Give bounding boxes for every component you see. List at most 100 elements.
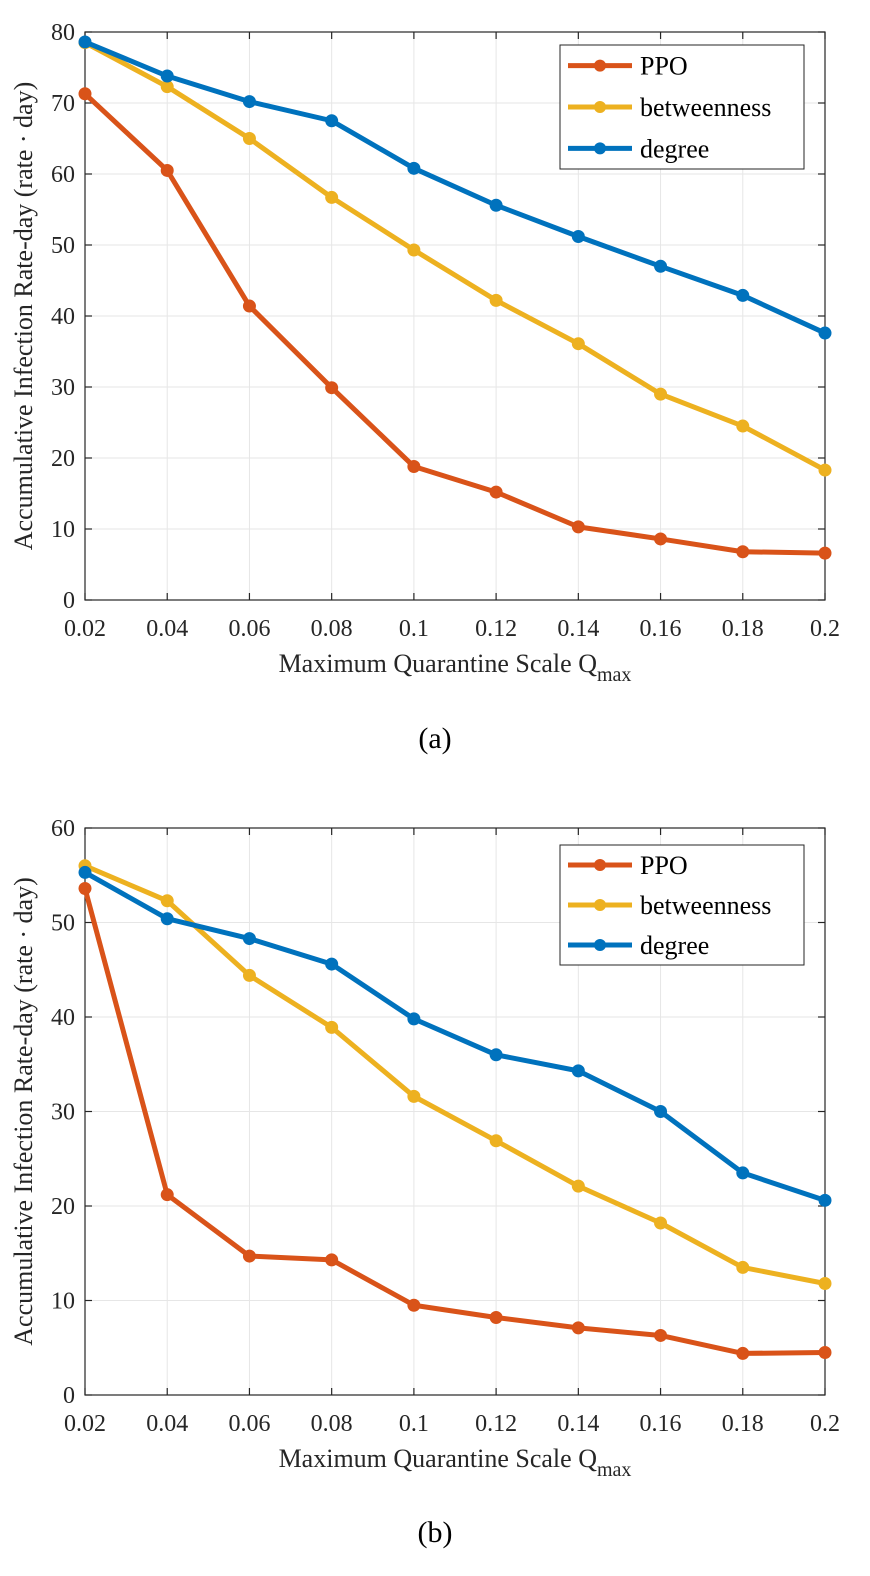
data-point-PPO	[325, 381, 339, 395]
legend-label-betweenness: betweenness	[640, 891, 771, 920]
y-tick-label: 50	[51, 233, 75, 259]
data-point-degree	[78, 865, 92, 879]
figure-caption: (a)	[418, 722, 451, 755]
x-tick-label: 0.06	[228, 616, 270, 642]
data-point-degree	[160, 69, 174, 83]
chart-b: 0.02 0.04 0.06 0.08 0.1 0.12 0.14 0.16 0.18 0.2 0 1…	[9, 816, 840, 1549]
x-axis-label-subscript: max	[597, 1459, 631, 1481]
data-point-betweenness	[407, 243, 421, 257]
series-PPO	[78, 87, 832, 560]
series-degree	[78, 35, 832, 340]
legend: PPO betweenness degree	[559, 44, 805, 170]
y-tick-label: 0	[63, 1383, 75, 1409]
data-point-betweenness	[407, 1089, 421, 1103]
data-point-PPO	[736, 545, 750, 559]
series-line-betweenness	[82, 40, 828, 473]
x-tick-label: 0.08	[311, 1411, 353, 1437]
data-point-degree	[571, 229, 585, 243]
data-point-PPO	[78, 87, 92, 101]
data-point-PPO	[571, 1321, 585, 1335]
series-line-betweenness	[82, 863, 828, 1286]
x-tick-label: 0.16	[640, 1411, 682, 1437]
x-axis-label-main: Maximum Quarantine Scale Q	[279, 1444, 598, 1473]
data-point-PPO	[818, 1345, 832, 1359]
series-line-degree	[82, 869, 828, 1203]
x-tick-label: 0.2	[810, 1411, 840, 1437]
y-tick-label: 60	[51, 162, 75, 188]
data-point-PPO	[571, 520, 585, 534]
tick-marks	[84, 31, 826, 601]
legend-label-betweenness: betweenness	[640, 93, 771, 122]
legend-marker-PPO	[594, 59, 606, 72]
data-point-degree	[242, 932, 256, 946]
tick-marks	[84, 827, 826, 1396]
series-PPO	[78, 881, 832, 1360]
data-point-PPO	[160, 163, 174, 177]
data-point-betweenness	[654, 387, 668, 401]
x-tick-label: 0.06	[228, 1411, 270, 1437]
data-point-degree	[325, 957, 339, 971]
x-tick-label: 0.2	[810, 616, 840, 642]
data-point-betweenness	[489, 293, 503, 307]
data-point-degree	[571, 1064, 585, 1078]
series-degree	[78, 865, 832, 1207]
data-point-betweenness	[489, 1134, 503, 1148]
data-point-degree	[78, 35, 92, 49]
data-point-degree	[489, 1048, 503, 1062]
x-tick-label: 0.18	[722, 616, 764, 642]
data-point-PPO	[654, 532, 668, 546]
legend-marker-betweenness	[594, 101, 606, 113]
series-line-degree	[82, 39, 828, 336]
x-tick-label: 0.12	[475, 616, 517, 642]
x-axis-label-main: Maximum Quarantine Scale Q	[279, 649, 598, 678]
y-tick-label: 40	[51, 304, 75, 330]
data-point-betweenness	[242, 132, 256, 145]
y-tick-label: 50	[51, 911, 75, 937]
data-point-PPO	[407, 1298, 421, 1312]
data-point-degree	[407, 161, 421, 175]
y-tick-label: 30	[51, 1100, 75, 1126]
data-point-betweenness	[242, 968, 256, 982]
data-point-PPO	[242, 1249, 256, 1263]
y-tick-label: 30	[51, 375, 75, 401]
data-point-PPO	[489, 1311, 503, 1325]
x-tick-label: 0.04	[146, 1411, 188, 1437]
data-point-PPO	[736, 1346, 750, 1360]
y-tick-label: 20	[51, 1194, 75, 1220]
x-tick-label: 0.18	[722, 1411, 764, 1437]
series-line-PPO	[82, 91, 828, 556]
y-tick-label: 80	[51, 20, 75, 46]
data-point-betweenness	[736, 1260, 750, 1274]
data-point-betweenness	[571, 337, 585, 351]
x-tick-label: 0.08	[311, 616, 353, 642]
data-point-betweenness	[818, 463, 832, 477]
legend-marker-PPO	[594, 859, 606, 871]
y-tick-label: 0	[63, 588, 75, 614]
legend-marker-degree	[594, 142, 606, 155]
data-point-betweenness	[818, 1276, 832, 1290]
x-axis-label-subscript: max	[597, 664, 631, 686]
x-tick-label: 0.14	[557, 616, 599, 642]
x-tick-label: 0.02	[64, 1411, 106, 1437]
y-tick-label: 10	[51, 1289, 75, 1315]
data-point-degree	[736, 1166, 750, 1180]
y-axis-label: Accumulative Infection Rate-day (rate · …	[9, 877, 38, 1346]
legend-label-PPO: PPO	[640, 52, 688, 81]
data-point-degree	[160, 912, 174, 926]
legend-label-degree: degree	[640, 134, 709, 163]
data-point-PPO	[78, 881, 92, 895]
data-point-degree	[242, 95, 256, 109]
data-point-PPO	[325, 1253, 339, 1267]
x-tick-label: 0.12	[475, 1411, 517, 1437]
legend-label-degree: degree	[640, 931, 709, 960]
data-point-degree	[654, 259, 668, 273]
data-point-betweenness	[325, 190, 339, 204]
figure-caption: (b)	[418, 1516, 453, 1549]
y-tick-label: 20	[51, 446, 75, 472]
data-point-betweenness	[160, 894, 174, 908]
x-tick-label: 0.04	[146, 616, 188, 642]
data-point-degree	[654, 1105, 668, 1118]
legend-marker-degree	[594, 939, 606, 951]
chart-a: 0.02 0.04 0.06 0.08 0.1 0.12 0.14 0.16 0.18 0.2 0 1…	[9, 20, 840, 755]
